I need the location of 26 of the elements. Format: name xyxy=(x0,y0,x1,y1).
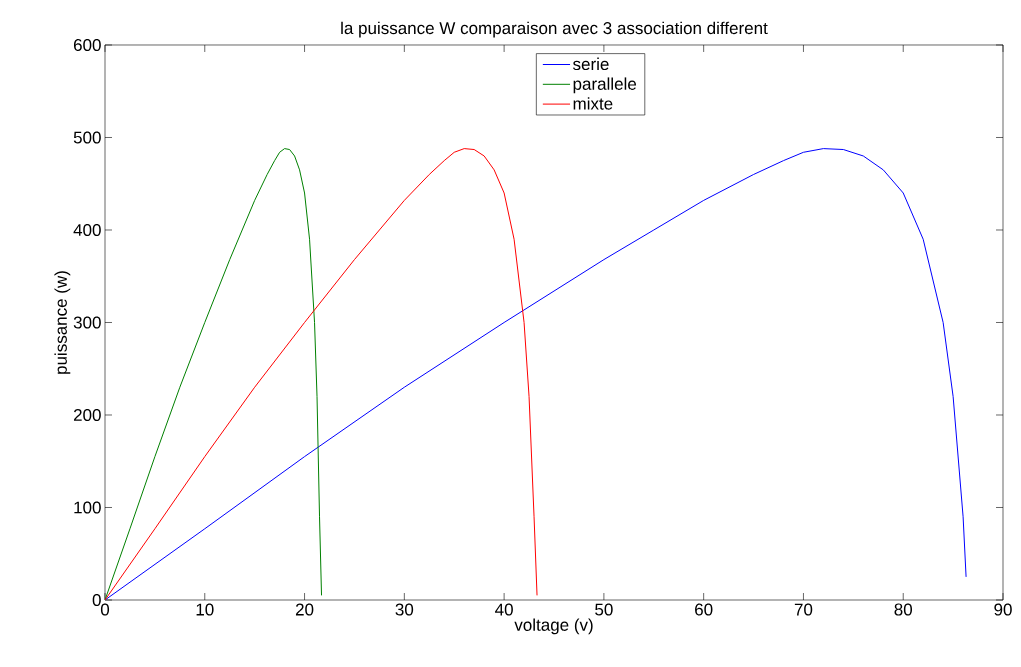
x-tick-label: 90 xyxy=(994,603,1012,616)
y-tick-label: 0 xyxy=(92,593,101,607)
legend-label: mixte xyxy=(573,97,613,110)
legend-label: parallele xyxy=(573,77,637,94)
y-tick-label: 300 xyxy=(73,316,101,329)
y-tick-label: 100 xyxy=(74,501,101,514)
x-tick-label: 0 xyxy=(100,603,110,616)
y-tick-label: 400 xyxy=(73,223,101,237)
x-tick-label: 70 xyxy=(794,603,813,616)
x-tick-label: 60 xyxy=(695,603,713,616)
line-series xyxy=(105,148,323,600)
y-tick-label: 200 xyxy=(73,408,101,422)
x-tick-label: 80 xyxy=(894,603,913,616)
line-series xyxy=(105,148,538,600)
y-tick-label: 500 xyxy=(73,131,101,144)
x-axis-title: voltage (v) xyxy=(514,618,593,635)
line-series xyxy=(105,148,967,600)
x-tick-label: 40 xyxy=(495,603,513,616)
x-tick-label: 50 xyxy=(595,603,613,616)
x-tick-label: 10 xyxy=(196,603,214,616)
y-tick-label: 600 xyxy=(73,38,101,52)
y-axis-title: puissance (w) xyxy=(54,271,71,374)
x-tick-label: 20 xyxy=(295,603,314,616)
chart-title: la puissance W comparaison avec 3 association different xyxy=(341,21,768,38)
legend-label: serie xyxy=(573,57,609,71)
x-tick-label: 30 xyxy=(395,603,414,616)
